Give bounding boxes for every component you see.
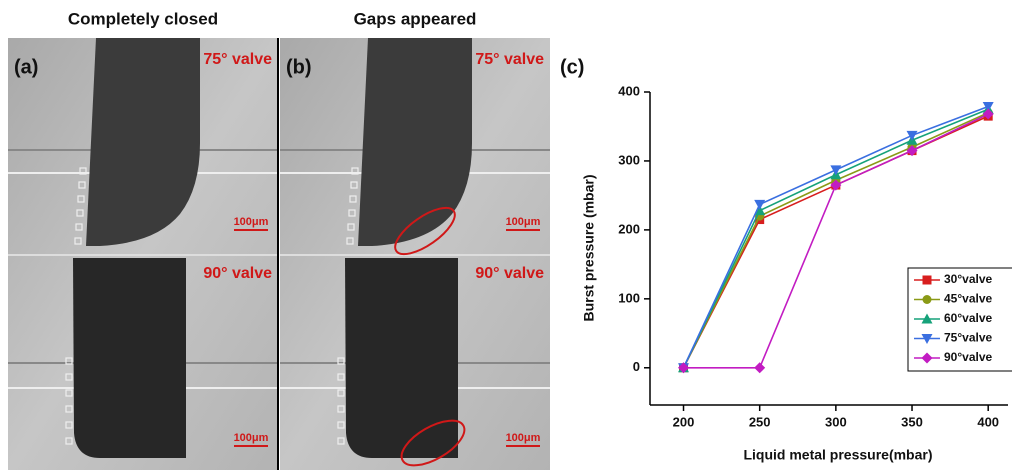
pillar — [65, 357, 73, 365]
scale-label: 100μm — [234, 432, 269, 444]
legend-marker — [921, 334, 933, 344]
x-tick-label: 300 — [825, 414, 847, 429]
pillar — [79, 167, 87, 175]
marker — [830, 179, 842, 191]
valve-label: 90° valve — [203, 265, 272, 282]
pillar — [346, 237, 354, 245]
valve-label: 75° valve — [203, 51, 272, 68]
y-tick-label: 0 — [633, 359, 640, 374]
legend-marker — [922, 275, 932, 285]
gap-mark — [400, 419, 466, 467]
scale-label: 100μm — [506, 432, 541, 444]
pillar — [78, 181, 86, 189]
pillar — [337, 389, 345, 397]
pillar — [337, 405, 345, 413]
pillar — [348, 209, 356, 217]
y-tick-label: 300 — [618, 152, 640, 167]
legend-label: 45°valve — [944, 292, 993, 306]
marker — [830, 165, 842, 176]
legend-marker — [921, 352, 933, 364]
panel-label: (b) — [286, 56, 312, 78]
panel-heading: Completely closed — [68, 9, 218, 28]
x-tick-label: 200 — [673, 414, 695, 429]
valve-90 — [73, 258, 186, 458]
valve-75 — [358, 38, 472, 246]
legend-label: 30°valve — [944, 272, 993, 286]
pillar — [65, 437, 73, 445]
scale-label: 100μm — [506, 216, 541, 228]
pillar — [65, 405, 73, 413]
pillar — [65, 373, 73, 381]
valve-90 — [345, 258, 458, 458]
pillar — [76, 209, 84, 217]
x-tick-label: 250 — [749, 414, 771, 429]
panel-label: (c) — [560, 56, 584, 78]
pillar — [350, 181, 358, 189]
pillar — [337, 357, 345, 365]
x-axis-title: Liquid metal pressure(mbar) — [743, 447, 932, 463]
marker — [906, 145, 918, 157]
legend-label: 90°valve — [944, 350, 993, 364]
marker — [982, 101, 994, 112]
y-tick-label: 200 — [618, 221, 640, 236]
micrograph: (b) 75° valve 90° valve 100μm 100μm — [280, 38, 550, 470]
pillar — [65, 389, 73, 397]
pillar — [74, 237, 82, 245]
marker — [906, 130, 918, 141]
marker — [982, 108, 994, 120]
pillar — [351, 167, 359, 175]
pillar — [337, 437, 345, 445]
legend-label: 75°valve — [944, 331, 993, 345]
pillar — [77, 195, 85, 203]
marker — [754, 362, 766, 374]
pillar — [349, 195, 357, 203]
marker — [754, 199, 766, 210]
y-tick-label: 100 — [618, 290, 640, 305]
marker — [754, 205, 766, 216]
valve-label: 75° valve — [475, 51, 544, 68]
pillar — [347, 223, 355, 231]
legend-label: 60°valve — [944, 311, 993, 325]
pillar — [337, 373, 345, 381]
x-tick-label: 350 — [901, 414, 923, 429]
legend-marker — [922, 295, 932, 304]
legend-marker — [921, 313, 933, 324]
x-tick-label: 400 — [977, 414, 999, 429]
valve-75 — [86, 38, 200, 246]
panel-label: (a) — [14, 56, 38, 78]
y-tick-label: 400 — [618, 83, 640, 98]
pillar — [65, 421, 73, 429]
scale-label: 100μm — [234, 216, 269, 228]
pillar — [337, 421, 345, 429]
panel-heading: Gaps appeared — [354, 9, 477, 28]
pillar — [75, 223, 83, 231]
valve-label: 90° valve — [475, 265, 544, 282]
y-axis-title: Burst pressure (mbar) — [581, 174, 597, 321]
micrograph: (a) 75° valve 90° valve 100μm 100μm — [8, 38, 278, 470]
marker — [678, 362, 690, 374]
gap-mark — [394, 206, 456, 256]
